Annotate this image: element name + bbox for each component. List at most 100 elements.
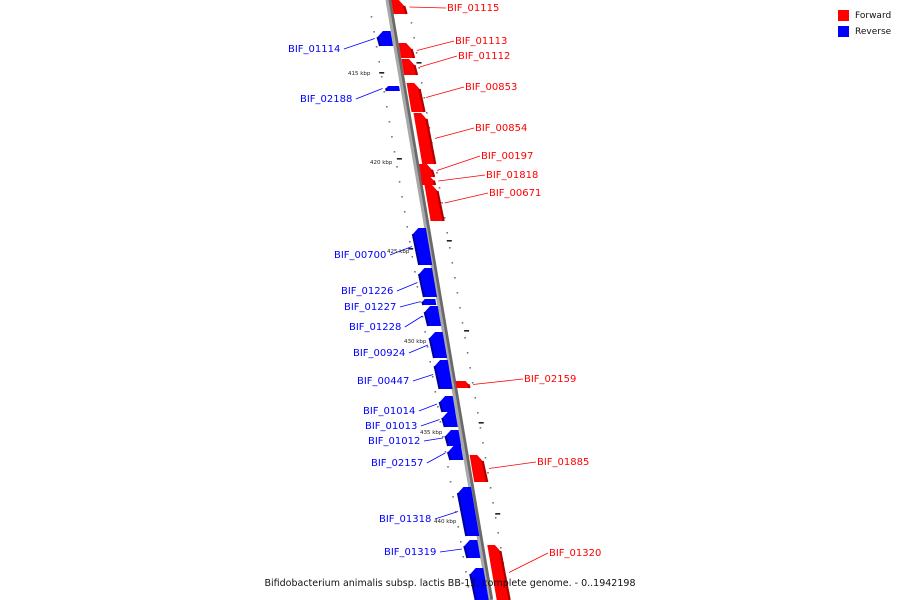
guide-dots-right [410, 22, 510, 594]
guide-dot [411, 256, 414, 258]
guide-dot [426, 346, 429, 348]
gene-label: BIF_00197 [481, 151, 533, 162]
gene-arrow [429, 332, 448, 358]
gene-label: BIF_00700 [334, 250, 386, 261]
guide-dot [466, 352, 469, 354]
guide-dot [494, 517, 497, 519]
gene-arrow [424, 306, 442, 326]
gene-label-leader [423, 437, 443, 442]
gene-arrow-edge [410, 48, 416, 59]
coordinate-tick-label: 440 kbp [434, 519, 457, 525]
guide-dot [380, 76, 383, 78]
gene-bif-02159 [455, 381, 471, 389]
gene-arrow-edge [433, 365, 441, 390]
gene-arrow-edge [444, 435, 450, 447]
gene-labels: BIF_01115 BIF_01114 BIF_01113 BIF_01112 BIF_… [288, 3, 601, 573]
gene-arrow-edge [384, 87, 388, 92]
gene-label-leader [434, 511, 459, 520]
dash-mark [495, 513, 501, 515]
guide-dot [413, 37, 415, 39]
gene-arrow-edge [446, 451, 452, 461]
guide-dot [437, 406, 439, 408]
gene-arrow [442, 412, 458, 427]
gene-label: BIF_00854 [475, 123, 527, 134]
guide-dot [456, 292, 459, 294]
gene-label-leader [434, 127, 475, 139]
guide-dot [467, 586, 470, 588]
gene-bif-01319 [463, 540, 481, 559]
gene-label-leader [438, 174, 486, 182]
coordinate-ticks: 415 kbp 420 kbp 425 kbp 430 kbp 435 kbp 440 k… [348, 71, 457, 525]
gene-label: BIF_01112 [458, 51, 510, 62]
gene-bif-00924 [428, 332, 448, 359]
gene-bif-01818 [420, 177, 437, 186]
guide-dot [479, 427, 482, 429]
gene-bif-01226 [417, 268, 437, 298]
guide-dot [444, 451, 447, 453]
gene-label-leader [419, 55, 458, 68]
gene-label-leader [425, 86, 465, 98]
guide-dot [396, 166, 398, 168]
dash-mark [396, 158, 402, 160]
guide-dot [383, 91, 386, 93]
guide-dot [421, 316, 424, 318]
gene-label-leader [426, 452, 446, 464]
gene-arrow-edge [425, 118, 437, 165]
gene-label-leader [488, 461, 537, 469]
guide-dot [416, 286, 419, 288]
gene-arrow-edge [430, 169, 436, 178]
gene-bif-02188 [384, 86, 400, 92]
guide-dot [424, 331, 426, 333]
gene-bif-00853 [406, 83, 426, 113]
gene-label: BIF_01319 [384, 547, 436, 558]
gene-bif-01013 [441, 412, 458, 428]
gene-bif-01227 [421, 299, 437, 306]
gene-arrow-edge [413, 64, 419, 76]
gene-arrow [434, 360, 453, 389]
gene-label: BIF_02159 [524, 374, 576, 385]
guide-dot [410, 22, 413, 24]
gene-label: BIF_01885 [537, 457, 589, 468]
gene-label-leader [409, 6, 447, 9]
gene-arrow [458, 487, 480, 536]
gene-bif-01228 [423, 306, 442, 327]
gene-arrow [419, 164, 435, 177]
gene-label-leader [399, 301, 420, 308]
gene-label: BIF_01226 [341, 286, 393, 297]
guide-dot [386, 106, 388, 108]
gene-arrow [439, 396, 456, 412]
gene-arrow [464, 540, 481, 558]
gene-label-leader [436, 155, 481, 171]
guide-dot [460, 541, 462, 543]
legend-label-forward: Forward [855, 10, 892, 21]
gene-arrow [445, 430, 462, 446]
gene-label-leader [472, 378, 524, 385]
gene-arrow [469, 455, 488, 482]
legend-swatch-forward [838, 10, 849, 21]
guide-dot [487, 472, 489, 474]
guide-dot [388, 121, 391, 123]
gene-label: BIF_01114 [288, 44, 340, 55]
gene-arrow-edge [421, 301, 425, 306]
gene-arrow-edge [432, 180, 437, 186]
guide-dot [438, 187, 441, 189]
gene-label: BIF_01227 [344, 302, 396, 313]
gene-arrow [413, 113, 436, 164]
guide-dot [465, 571, 467, 573]
coordinate-tick-label: 415 kbp [348, 71, 371, 77]
gene-label-leader [343, 38, 375, 50]
gene-arrow-edge [441, 417, 446, 428]
gene-arrow-edge [467, 383, 471, 389]
coordinate-tick-label: 430 kbp [404, 339, 427, 345]
coordinate-tick-label: 420 kbp [370, 160, 393, 166]
guide-dot [393, 151, 396, 153]
gene-arrow [422, 299, 437, 305]
gene-arrow-edge [428, 337, 436, 359]
guide-dot [398, 181, 401, 183]
guide-dot [429, 361, 431, 363]
gene-bif-01113 [398, 43, 416, 59]
guide-dot [378, 61, 380, 63]
gene-bottom-partial [469, 568, 489, 600]
